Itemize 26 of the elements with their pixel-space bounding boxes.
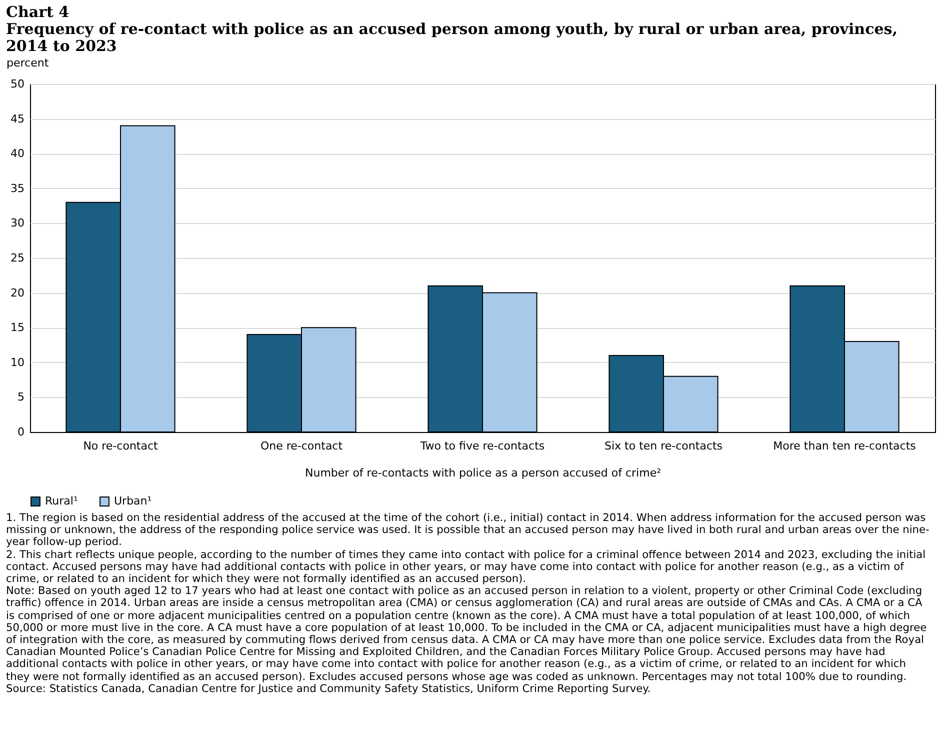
y-tick-label: 5: [18, 390, 24, 404]
x-tick-label: No re-contact: [83, 440, 159, 452]
legend-label: Urban¹: [114, 494, 152, 508]
y-tick-label: 25: [10, 252, 24, 264]
x-tick-label: One re-contact: [260, 440, 344, 452]
y-tick-label: 35: [10, 182, 24, 195]
text: Note: Based on youth aged 12 to 17 years who had at least one contact with police as an accused person in relation to a violent, property or other Criminal Code (excluding traffic) offence in 2014. Urban areas are inside a census metropolitan area (CMA) or census agglomeration (CA) and rural areas are outside of CMAs and CAs. A CMA or a CA is comprised of one or more adjacent municipalities centred on a population centre (known as the core). A CMA must have a total population of at least 100,000, of which 50,000 or more must live in the core. A CA must have a core population of at least 10,000. To be included in the CMA or CA, adjacent municipalities must have a high degree of integration with the core, as measured by commuting flows derived from census data. A CMA or CA may have more than one police service. Excludes data from the Royal Canadian Mounted Police’s Canadian Police Centre for Missing and Exploited Children, and the Canadian Forces Military Police Group. Accused persons may have had additional contacts with police in other years, or may have come into contact with police for another reason (e.g., as a victim of crime, or related to an incident for which they were not formally identified as an accused person). Excludes accused persons whose age was coded as unknown. Percentages may not total 100% due to rounding.: [6, 585, 928, 683]
x-tick-label: Two to five re-contacts: [419, 440, 545, 452]
y-tick-label: 45: [10, 112, 24, 126]
y-axis-title: percent: [6, 56, 50, 70]
source-note: Source: Statistics Canada, Canadian Centre for Justice and Community Safety Statistics, Uniform Crime Reporting Survey.: [6, 682, 652, 696]
y-tick-label: 50: [10, 78, 24, 90]
x-axis-title: Number of re-contacts with police as a person accused of crime²: [305, 466, 661, 480]
text: 2. This chart reflects unique people, according to the number of times they came into contact with police for a criminal offence between 2014 and 2023, excluding the initial contact. Accused persons may have had additional contacts with police in other years, or may have come into contact with police for another reason (e.g., as a victim of crime, or related to an incident for which they were not formally identified as an accused person).: [6, 548, 927, 586]
chart-subtitle: Frequency of re-contact with police as an accused person among youth, by rural or urban area, provinces, 2014 to 2023: [6, 20, 898, 55]
x-tick-label: More than ten re-contacts: [773, 440, 916, 452]
y-tick-label: 15: [10, 321, 24, 334]
y-tick-label: 10: [10, 356, 24, 369]
x-tick-label: Six to ten re-contacts: [604, 440, 723, 452]
y-tick-label: 30: [10, 216, 24, 230]
y-tick-label: 40: [10, 147, 24, 160]
y-tick-label: 0: [18, 426, 24, 438]
chart-title: Chart 4: [6, 3, 70, 21]
legend-label: Rural¹: [45, 494, 78, 508]
text: 1. The region is based on the residential address of the accused at the time of the cohort (i.e., initial) contact in 2014. When address information for the accused person was missing or unknown, the address of the responding police service was used. It is possible that an accused person may have lived in both rural and urban areas over the nine-year follow-up period.: [6, 512, 930, 549]
y-tick-label: 20: [10, 286, 24, 300]
